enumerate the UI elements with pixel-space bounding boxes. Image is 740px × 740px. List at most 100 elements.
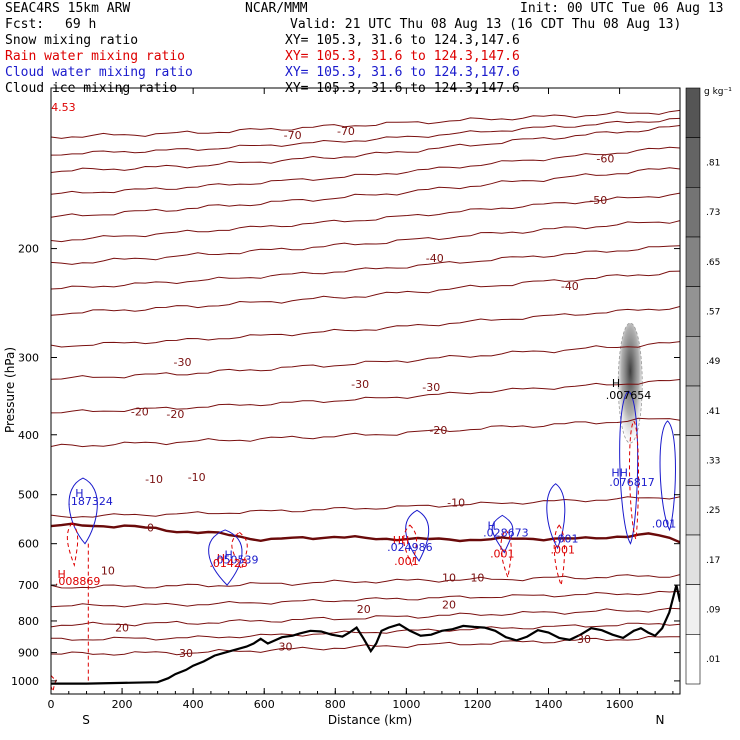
colorbar-swatch — [685, 137, 701, 188]
isotherm-label: -40 — [426, 252, 444, 265]
colorbar-label: .17 — [706, 556, 720, 566]
x-tick-label: 200 — [112, 698, 133, 711]
maximum-label: H — [217, 552, 225, 565]
model-title: SEAC4RS 15km ARW — [5, 1, 130, 16]
x-tick-label: 400 — [183, 698, 204, 711]
endpoint-north: N — [656, 713, 665, 727]
isotherm-label: -10 — [145, 473, 163, 486]
colorbar-label: .49 — [706, 357, 721, 367]
colorbar-swatch — [685, 87, 701, 138]
y-tick-label: 400 — [18, 429, 39, 442]
snow-core-shading — [617, 322, 643, 444]
maximum-label: H — [75, 487, 83, 500]
cloud-water-contour — [68, 477, 98, 545]
maximum-label: .001 — [550, 543, 575, 556]
x-tick-label: 600 — [254, 698, 275, 711]
maximum-label: .001 — [394, 555, 419, 568]
isotherm-line-m50 — [51, 167, 680, 218]
colorbar-label: .33 — [706, 457, 720, 467]
isotherm-label: -10 — [447, 497, 465, 510]
isotherm-line-m10 — [51, 417, 680, 448]
isotherm-label: -70 — [337, 125, 355, 138]
maximum-label: .076817 — [609, 476, 655, 489]
axis-ticks: 0 200 400 600 800 1000 1200 1400 160020030040050… — [11, 88, 680, 711]
y-axis-label: Pressure (hPa) — [3, 347, 17, 433]
fcst-value: 69 h — [65, 17, 96, 32]
rain-water-contour — [628, 420, 639, 540]
cloud-water-contour — [619, 390, 639, 545]
isotherm-label: 10 — [442, 571, 456, 584]
isotherm-line-minor — [51, 192, 680, 243]
isotherm-line-minor — [51, 379, 680, 414]
field-snow-xy: XY= 105.3, 31.6 to 124.3,147.6 — [285, 33, 520, 48]
colorbar-swatch — [685, 187, 701, 238]
isotherm-label: -10 — [188, 471, 206, 484]
x-tick-label: 1600 — [606, 698, 634, 711]
colorbar-label: .01 — [706, 655, 720, 665]
maximum-label: H — [612, 377, 620, 390]
valid-time: Valid: 21 UTC Thu 08 Aug 13 (16 CDT Thu … — [290, 17, 681, 32]
isotherm-label: -70 — [284, 129, 302, 142]
endpoint-south: S — [82, 713, 90, 727]
colorbar-swatch — [685, 336, 701, 387]
isotherm-label: -40 — [561, 280, 579, 293]
isotherm-line-m30 — [51, 270, 680, 316]
isotherm-line-minor — [51, 496, 680, 519]
colorbar-label: .81 — [706, 159, 720, 169]
maximum-label: H — [58, 568, 66, 581]
rain-water-contour — [403, 524, 418, 567]
isotherm-line-m70 — [51, 109, 680, 139]
rain-water-contour — [553, 524, 566, 587]
field-rain-name: Rain water mixing ratio — [5, 49, 185, 64]
cloud-water-contour — [405, 509, 430, 562]
colorbar-label: .57 — [706, 308, 720, 318]
fcst-label: Fcst: — [5, 17, 44, 32]
maximum-label: .001 — [554, 532, 579, 545]
x-tick-label: 0 — [48, 698, 55, 711]
isotherm-line-m60 — [51, 125, 680, 173]
terrain — [51, 584, 680, 685]
maximum-label: HH — [611, 466, 628, 479]
isotherm-label: -20 — [429, 424, 447, 437]
colorbar-label: .73 — [706, 208, 720, 218]
isotherm-line-minor — [51, 590, 680, 608]
rain-water-contour — [500, 529, 512, 580]
isotherm-label: -20 — [131, 406, 149, 419]
colorbar-label: .25 — [706, 506, 720, 516]
x-tick-label: 1200 — [463, 698, 491, 711]
colorbar: .81 .73 .65 .57 .49 .41 .33 .25 .17 .09 .01 — [685, 87, 721, 685]
maximum-label: .024986 — [387, 541, 433, 554]
cloud-water-contour — [208, 529, 243, 586]
isotherm-line-10 — [51, 574, 680, 589]
isotherm-label: 0 — [147, 522, 154, 535]
x-tick-label: 800 — [325, 698, 346, 711]
x-tick-label: 1400 — [535, 698, 563, 711]
freezing-level-line — [51, 522, 680, 544]
isotherm-label: 30 — [279, 641, 293, 654]
y-tick-label: 600 — [18, 538, 39, 551]
isotherm-label: 10 — [101, 565, 115, 578]
colorbar-swatch — [685, 584, 701, 635]
field-cloudwater-xy: XY= 105.3, 31.6 to 124.3,147.6 — [285, 65, 520, 80]
maximum-label: .01423 — [209, 557, 248, 570]
colorbar-swatch — [685, 534, 701, 585]
org-label: NCAR/MMM — [245, 1, 308, 16]
isotherm-label: 20 — [357, 603, 371, 616]
y-tick-label: 900 — [18, 647, 39, 660]
maximum-label: .008869 — [55, 575, 101, 588]
isotherm-label: 30 — [577, 633, 591, 646]
isotherm-label: 20 — [115, 622, 129, 635]
isotherm-label: 30 — [179, 647, 193, 660]
cloud-water-contour — [491, 514, 514, 554]
maximum-label: .028673 — [483, 527, 529, 540]
isotherm-line-minor — [51, 146, 680, 195]
y-tick-label: 500 — [18, 489, 39, 502]
maximum-label: .187324 — [67, 495, 113, 508]
colorbar-swatch — [685, 286, 701, 337]
isotherm-label: -50 — [589, 194, 607, 207]
maximum-label: HH — [393, 534, 410, 547]
corner-value-label: 4.53 — [51, 101, 76, 114]
y-tick-label: 300 — [18, 351, 39, 364]
colorbar-label: .09 — [706, 606, 721, 616]
